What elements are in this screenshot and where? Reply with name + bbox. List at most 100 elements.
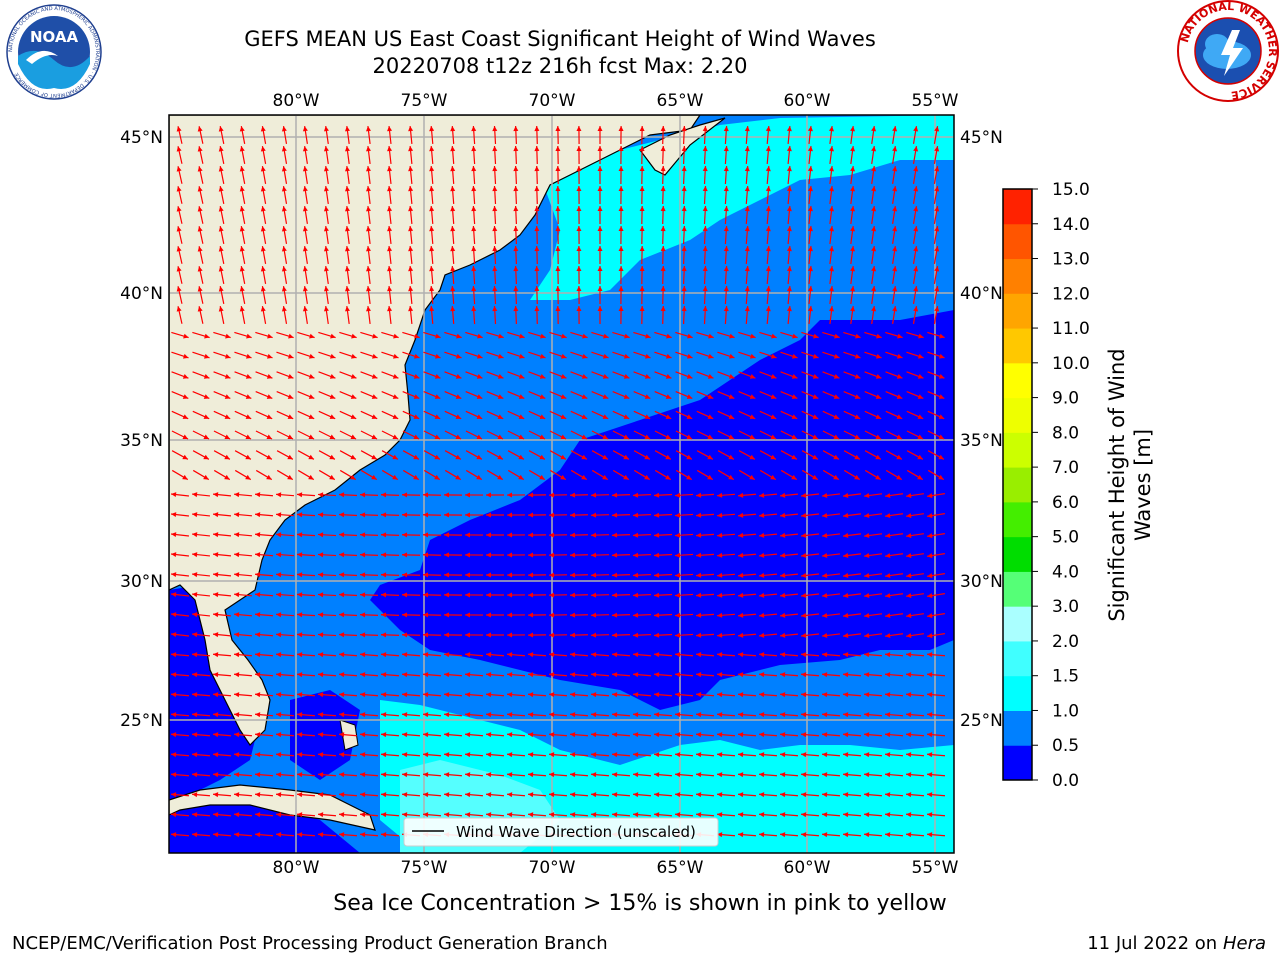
wave-direction-arrow [674,652,694,658]
wave-direction-arrow [926,692,946,698]
wave-direction-arrow [471,205,477,225]
wave-direction-arrow [653,692,673,698]
wave-direction-arrow [912,206,919,224]
wave-direction-arrow [695,512,715,518]
wave-direction-arrow [513,145,519,165]
wave-direction-arrow [723,285,729,305]
wave-direction-arrow [191,832,211,838]
wave-direction-arrow [197,306,204,324]
wave-direction-arrow [864,469,882,481]
wave-direction-arrow [260,306,267,324]
colorbar-tick-label: 10.0 [1052,354,1090,374]
wave-direction-arrow [360,391,378,399]
wave-direction-arrow [549,410,567,420]
wave-direction-arrow [716,492,736,498]
wave-direction-arrow [737,732,757,738]
wave-direction-arrow [933,306,940,324]
wave-direction-arrow [863,672,883,678]
wave-direction-arrow [366,185,371,205]
wave-direction-arrow [633,430,651,440]
wave-direction-arrow [359,832,379,838]
wave-direction-arrow [695,812,715,818]
wave-direction-arrow [744,165,750,185]
wave-direction-arrow [590,652,610,658]
colorbar-segment [1003,189,1032,225]
wave-direction-arrow [527,812,547,818]
wave-direction-arrow [591,469,609,481]
wave-direction-arrow [381,391,399,399]
wave-direction-arrow [696,371,714,379]
wave-direction-arrow [590,752,610,758]
wave-direction-arrow [212,672,232,678]
wave-direction-arrow [192,391,210,399]
wave-direction-arrow [863,712,883,718]
wave-direction-arrow [674,692,694,698]
colorbar-tick-label: 6.0 [1052,493,1079,513]
wave-direction-arrow [234,371,252,379]
wave-direction-arrow [843,469,861,481]
wave-direction-arrow [702,225,708,245]
wave-direction-arrow [779,772,799,778]
wave-direction-arrow [570,391,588,399]
wave-direction-arrow [800,512,820,518]
wave-direction-arrow [506,492,526,498]
wave-direction-arrow [674,552,694,558]
wave-direction-arrow [633,410,651,420]
wave-direction-arrow [779,572,799,578]
wave-direction-arrow [779,832,799,838]
wave-direction-arrow [765,245,771,265]
wave-direction-arrow [317,612,337,618]
wave-direction-arrow [423,371,441,379]
wave-direction-arrow [486,469,504,481]
wave-direction-arrow [821,532,841,538]
lat-label-left: 40°N [120,284,163,304]
wave-direction-arrow [716,732,736,738]
wave-direction-arrow [702,285,708,305]
ocean-band-0.0-0.5 [370,310,954,710]
wave-direction-arrow [464,572,484,578]
wave-direction-arrow [786,185,792,205]
wave-direction-arrow [800,632,820,638]
wave-direction-arrow [611,572,631,578]
wave-direction-arrow [549,351,567,359]
wave-direction-arrow [359,592,379,598]
wave-direction-arrow [191,652,211,658]
wave-direction-arrow [192,450,210,460]
wave-direction-arrow [590,812,610,818]
wave-direction-arrow [387,125,393,145]
wave-direction-arrow [380,812,400,818]
wave-direction-arrow [863,732,883,738]
wave-direction-arrow [807,285,813,305]
wave-direction-arrow [281,306,288,324]
wave-direction-arrow [422,792,442,798]
wave-direction-arrow [506,712,526,718]
wave-direction-arrow [506,752,526,758]
wave-direction-arrow [527,732,547,738]
wave-direction-arrow [471,305,477,325]
wave-direction-arrow [780,351,798,359]
wave-direction-arrow [842,652,862,658]
wave-direction-arrow [275,732,295,738]
chart-subtitle: 20220708 t12z 216h fcst Max: 2.20 [372,54,748,78]
wave-direction-arrow [339,351,357,359]
wave-direction-arrow [254,652,274,658]
wave-direction-arrow [632,772,652,778]
wave-direction-arrow [233,552,253,558]
wave-direction-arrow [212,692,232,698]
wave-direction-arrow [548,752,568,758]
wave-direction-arrow [800,692,820,698]
wave-direction-arrow [507,410,525,420]
wave-direction-arrow [801,410,819,420]
wave-direction-arrow [822,351,840,359]
wave-direction-arrow [885,469,903,481]
wave-direction-arrow [695,612,715,618]
wave-direction-arrow [485,672,505,678]
wave-direction-arrow [506,632,526,638]
wave-direction-arrow [401,732,421,738]
wave-direction-arrow [234,410,252,420]
wave-direction-arrow [429,125,435,145]
wave-direction-arrow [276,371,294,379]
wave-direction-arrow [486,430,504,440]
wave-direction-arrow [863,593,883,598]
wave-direction-arrow [429,265,435,285]
